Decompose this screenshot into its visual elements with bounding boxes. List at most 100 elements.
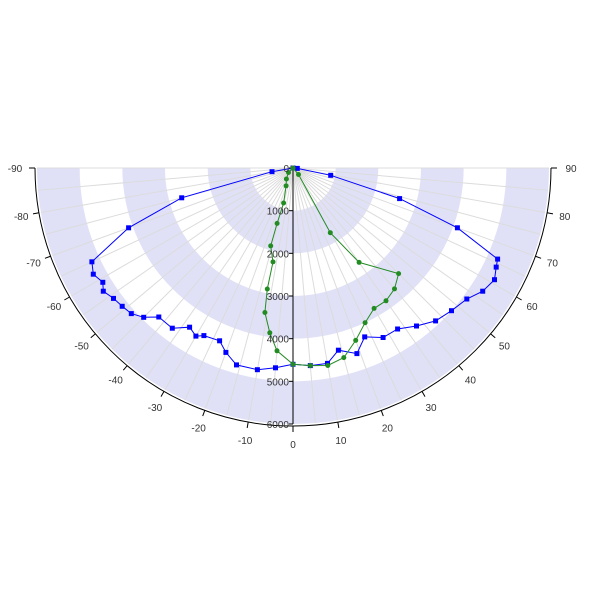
angle-tick	[246, 421, 249, 429]
series-0-point	[273, 365, 278, 371]
angle-tick	[458, 365, 464, 371]
angle-tick-label: 20	[382, 423, 394, 434]
series-0-point	[187, 324, 193, 330]
series-0-point	[254, 367, 260, 373]
angle-tick	[516, 296, 522, 301]
series-1-point	[290, 165, 296, 171]
tick-labels: -90 -80 -70 -60 -50 -40 -30 -20 -10 0 10 20 30 40 50 60…	[8, 164, 577, 451]
radial-gridline	[292, 167, 546, 213]
series-1-point	[281, 200, 287, 206]
series-1-point	[392, 286, 397, 292]
series-1-point	[307, 363, 313, 369]
angle-tick-label: 30	[425, 403, 437, 414]
series-1-point	[290, 361, 296, 367]
radial-tick-label: 2000	[267, 249, 290, 260]
angle-tick	[122, 365, 128, 371]
series-1-point	[296, 172, 301, 177]
radial-gridline	[292, 167, 503, 316]
series-1-point	[270, 259, 276, 265]
series-0-point	[464, 296, 470, 302]
series-1-point	[341, 355, 347, 361]
angle-tick	[380, 410, 384, 417]
angle-tick	[490, 333, 496, 339]
radial-gridline	[204, 167, 294, 409]
series-0-point	[89, 259, 95, 265]
series-1-point	[286, 170, 291, 175]
radial-tick-label: 3000	[267, 292, 290, 303]
radial-gridline	[292, 167, 490, 333]
angle-tick	[546, 212, 554, 215]
series-1-point	[371, 305, 377, 311]
angle-tick	[90, 333, 96, 339]
angle-tick	[202, 410, 206, 417]
series-0-point	[169, 325, 175, 331]
series-1-point	[267, 330, 273, 336]
radial-gridline	[83, 167, 294, 316]
series-1-point	[383, 298, 389, 304]
series-0-point	[492, 277, 497, 283]
radial-gridline	[292, 167, 441, 378]
radial-gridline	[248, 167, 294, 421]
series-1-point	[362, 320, 368, 326]
radial-band	[122, 168, 464, 339]
series-0-point	[354, 351, 360, 357]
radial-tick-label: 6000	[267, 420, 290, 431]
series-0-point	[141, 314, 147, 320]
radial-gridline	[292, 167, 526, 277]
series-1-point	[356, 259, 362, 265]
series-0-point	[395, 326, 401, 332]
series-1-point	[283, 183, 289, 189]
radial-gridline	[292, 167, 458, 365]
series-1-point	[274, 348, 280, 354]
series-0-point	[119, 303, 125, 309]
radial-gridline	[292, 167, 316, 424]
radial-band	[37, 168, 549, 424]
angle-tick-label: -60	[47, 302, 62, 313]
polar-axes	[29, 167, 557, 432]
angle-tick-label: -90	[8, 164, 23, 175]
series-0-point	[223, 349, 229, 355]
angle-tick-label: -30	[148, 403, 163, 414]
series-0-point	[111, 295, 116, 301]
angle-tick	[160, 391, 165, 397]
angle-tick-label: 70	[547, 258, 559, 269]
angle-tick-label: -20	[191, 423, 206, 434]
series-1-point	[353, 337, 359, 343]
radial-gridline	[128, 167, 294, 365]
series-0-point	[454, 225, 460, 231]
angle-tick-label: -80	[14, 212, 29, 223]
radial-gridline	[292, 167, 338, 421]
series-0-point	[128, 311, 134, 317]
radial-gridline	[184, 167, 294, 401]
radial-tick-label: 0	[283, 164, 289, 175]
radial-gridline	[292, 167, 422, 390]
angle-tick-label: 40	[465, 375, 477, 386]
radial-gridline	[292, 167, 541, 235]
radial-gridline	[292, 167, 360, 416]
series-1-point	[268, 243, 274, 249]
radial-tick-label: 5000	[267, 377, 290, 388]
angle-tick	[44, 255, 51, 259]
radial-gridline	[164, 167, 294, 390]
radial-gridline	[60, 167, 294, 277]
radial-gridline	[292, 167, 534, 257]
angle-tick-label: 80	[559, 212, 571, 223]
radial-gridline	[40, 167, 294, 213]
radial-gridline	[37, 167, 294, 191]
data-series	[89, 165, 501, 373]
outer-arc	[34, 167, 552, 427]
radial-gridline	[292, 167, 549, 191]
series-1-point	[274, 220, 280, 226]
series-0-point	[90, 271, 96, 277]
angle-tick-label: -70	[26, 258, 41, 269]
angle-tick	[421, 391, 426, 397]
radial-tick-label: 4000	[267, 335, 290, 346]
series-1-point	[264, 286, 270, 292]
series-0-point	[234, 362, 239, 368]
series-0-point	[480, 288, 486, 294]
angle-tick-label: 60	[526, 302, 538, 313]
angle-tick	[64, 296, 70, 301]
angle-tick	[337, 421, 340, 429]
series-0-point	[269, 169, 275, 175]
series-0-point	[362, 334, 368, 340]
